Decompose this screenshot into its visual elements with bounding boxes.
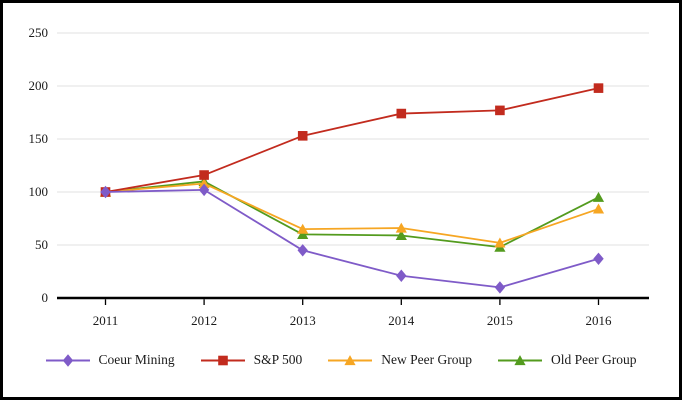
chart-legend: Coeur Mining S&P 500 New Peer Group Old Pee…	[0, 352, 682, 368]
x-axis-tick-label: 2014	[388, 313, 415, 328]
legend-marker-shape	[62, 353, 73, 367]
data-point-marker	[198, 183, 210, 197]
data-point-marker	[297, 131, 308, 141]
legend-label: Coeur Mining	[98, 352, 175, 367]
data-point-marker	[297, 229, 309, 239]
series-line	[105, 87, 599, 193]
y-axis-tick-label: 0	[41, 290, 49, 305]
data-point-marker	[395, 222, 407, 233]
legend-item-new-peer-group: New Peer Group	[328, 352, 472, 368]
s-p-500-legend-marker	[200, 355, 245, 365]
series-old-peer-group	[99, 176, 605, 252]
data-point-marker	[495, 105, 505, 116]
legend-item-coeur-mining: Coeur Mining	[45, 352, 175, 368]
data-point-marker	[396, 269, 407, 282]
data-point-marker	[395, 230, 407, 241]
data-point-marker	[592, 191, 605, 202]
data-point-marker	[100, 185, 111, 199]
data-point-marker	[593, 252, 604, 265]
data-point-marker	[297, 244, 308, 257]
y-axis-tick-label: 50	[35, 237, 48, 252]
series-coeur-mining	[100, 183, 604, 294]
y-axis-tick-label: 200	[28, 78, 49, 93]
legend-item-old-peer-group: Old Peer Group	[498, 352, 637, 368]
data-point-marker	[396, 108, 407, 119]
series-line	[105, 180, 599, 249]
data-point-marker	[592, 203, 605, 214]
series-line	[105, 188, 599, 289]
x-axis-tick-label: 2013	[289, 313, 316, 328]
legend-marker-shape	[514, 354, 526, 365]
x-axis-tick-label: 2016	[585, 313, 612, 328]
legend-label: New Peer Group	[381, 352, 473, 367]
x-axis-tick-label: 2011	[92, 313, 119, 328]
legend-marker-shape	[217, 355, 228, 365]
data-point-marker	[494, 237, 506, 248]
data-point-marker	[297, 223, 309, 234]
legend-label: S&P 500	[253, 352, 303, 367]
old-peer-group-legend-marker	[498, 354, 543, 365]
y-axis-tick-label: 100	[28, 184, 49, 199]
x-axis-tick-label: 2015	[486, 313, 513, 328]
new-peer-group-legend-marker	[328, 354, 373, 365]
legend-marker-shape	[344, 354, 356, 365]
legend-label: Old Peer Group	[551, 352, 637, 367]
y-axis-tick-label: 150	[28, 131, 49, 146]
data-point-marker	[198, 178, 210, 189]
coeur-mining-legend-marker	[45, 353, 90, 367]
series-s-p-500	[100, 83, 604, 197]
y-axis-tick-label: 250	[28, 25, 49, 40]
series-line	[105, 182, 599, 244]
data-point-marker	[494, 281, 506, 294]
data-point-marker	[593, 83, 604, 93]
series-new-peer-group	[99, 178, 605, 248]
data-point-marker	[199, 170, 209, 180]
legend-item-s-p-500: S&P 500	[200, 352, 303, 368]
x-axis-tick-label: 2012	[191, 313, 218, 328]
